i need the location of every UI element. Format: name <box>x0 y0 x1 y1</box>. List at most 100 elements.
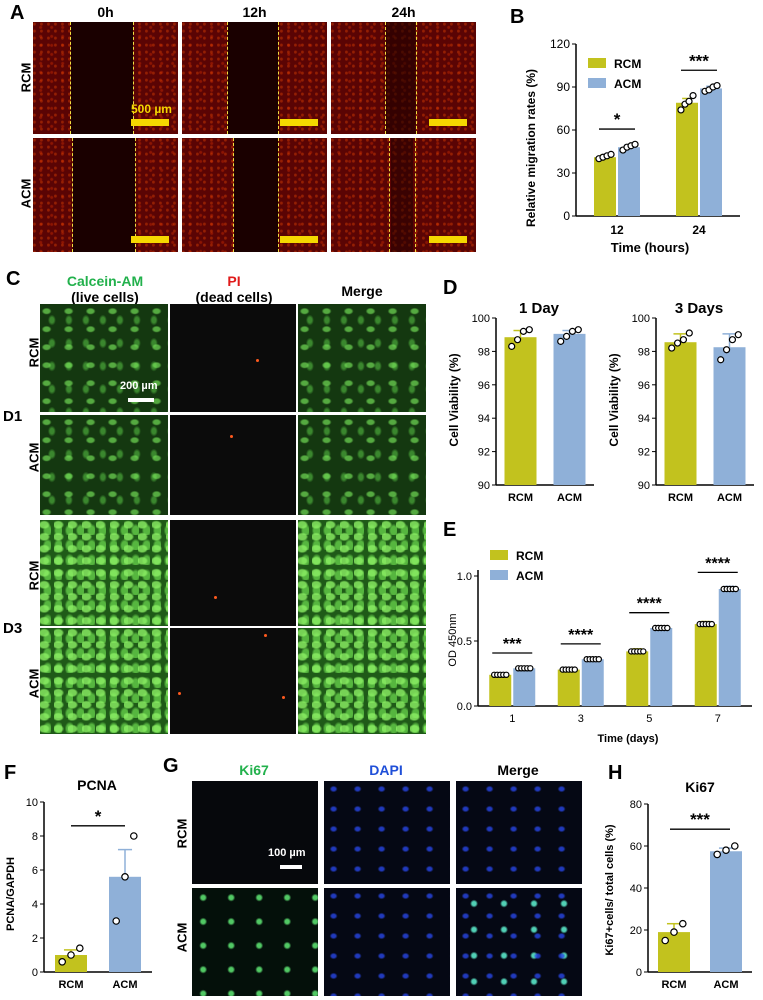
chart-b-y-tick-label: 120 <box>550 37 570 51</box>
chart-f-y-tick-label: 10 <box>26 797 38 809</box>
chart-b-bar <box>594 157 616 216</box>
chart-h-y-tick-label: 80 <box>630 799 642 811</box>
chart-e-bar <box>626 651 649 706</box>
chart-e-xlabel: Time (days) <box>598 733 659 745</box>
chart-d3-bar <box>664 342 697 485</box>
chart-f-data-point <box>121 873 129 881</box>
chart-d1-bar <box>504 337 537 485</box>
chart-h-title: Ki67 <box>685 780 715 795</box>
chart-d3-data-point <box>673 339 682 347</box>
chart-d3-y-tick-label: 94 <box>638 413 650 425</box>
chart-d1-data-point <box>519 327 528 335</box>
chart-e-x-tick-label: 3 <box>578 713 584 725</box>
chart-d3-y-tick-label: 98 <box>638 346 650 358</box>
chart-d1: 1 Day Cell Viability (%) 90 92 94 96 98 100 RC… <box>447 300 594 504</box>
chart-d1-bar <box>553 333 586 485</box>
chart-d1-ylabel: Cell Viability (%) <box>447 353 461 446</box>
chart-f-ylabel: PCNA/GAPDH <box>5 857 17 931</box>
chart-b-bar <box>700 88 722 216</box>
chart-f-x-tick-label: RCM <box>58 979 83 991</box>
chart-d1-data-point <box>562 332 571 340</box>
chart-h-y-tick-label: 0 <box>636 967 642 979</box>
chart-b-data-point <box>713 81 721 90</box>
chart-f-data-point <box>76 944 84 953</box>
panel-a-image-acm-12h <box>182 138 327 252</box>
chart-b-significance-label: * <box>614 110 621 129</box>
chart-h-ylabel: Ki67+cells/ total cells (%) <box>604 824 616 955</box>
chart-d3-title: 3 Days <box>675 300 723 317</box>
chart-d1-x-tick-label: ACM <box>557 492 582 504</box>
panel-g-image-merge-acm <box>456 888 582 996</box>
chart-f-data-point <box>67 951 75 959</box>
panel-g-row-rcm: RCM <box>174 818 190 849</box>
chart-f-data-point <box>130 832 138 840</box>
chart-b-y-tick-label: 60 <box>557 123 571 137</box>
panel-g-image-dapi-rcm <box>324 781 450 884</box>
panel-label-f: F <box>4 762 17 784</box>
chart-f-y-tick-label: 0 <box>32 967 38 979</box>
panel-c-header-pi: PI <box>227 273 241 289</box>
chart-h-data-point <box>670 928 678 936</box>
chart-f-bar <box>109 876 141 972</box>
chart-e-y-tick-label: 1.0 <box>457 571 472 583</box>
panel-g-scale-label: 100 µm <box>268 847 306 859</box>
panel-label-a: A <box>10 2 25 24</box>
chart-b-legend-swatch <box>588 78 606 88</box>
panel-a-image-rcm-24h <box>331 22 476 134</box>
scale-bar <box>280 236 318 243</box>
chart-e-data-point <box>527 665 534 672</box>
chart-d1-data-point <box>574 326 582 334</box>
chart-b-legend-label: RCM <box>614 57 641 71</box>
panel-c-image-calcein <box>40 415 168 515</box>
chart-d3-data-point <box>668 344 676 352</box>
chart-e-legend-swatch <box>490 550 508 560</box>
panel-c-group-d1: D1 <box>3 408 23 425</box>
panel-a-image-rcm-0h: 500 µm <box>33 22 178 134</box>
chart-f-title: PCNA <box>77 777 117 793</box>
panel-label-b: B <box>510 6 525 28</box>
chart-h-y-tick-label: 40 <box>630 883 642 895</box>
chart-d3-bar <box>713 347 746 485</box>
panel-a-image-acm-24h <box>331 138 476 252</box>
panel-g-header-merge: Merge <box>497 762 539 778</box>
chart-d3-y-tick-label: 90 <box>638 480 650 492</box>
chart-e-bar <box>694 624 717 706</box>
chart-f-x-tick-label: ACM <box>112 979 137 991</box>
chart-e-data-point <box>708 620 715 628</box>
chart-e-legend-label: ACM <box>516 569 543 583</box>
panel-g-row-acm: ACM <box>174 922 190 953</box>
panel-g-image-dapi-acm <box>324 888 450 996</box>
scale-bar <box>429 236 467 243</box>
chart-e-x-tick-label: 5 <box>646 713 652 725</box>
chart-b-y-tick-label: 90 <box>557 80 571 94</box>
chart-e-x-tick-label: 7 <box>715 713 721 725</box>
chart-d3-y-tick-label: 100 <box>632 313 650 325</box>
chart-e-bar <box>557 669 580 706</box>
chart-e-bar <box>513 668 536 706</box>
chart-e-data-point <box>640 648 647 655</box>
chart-d3-data-point <box>722 346 731 354</box>
chart-h-x-tick-label: ACM <box>713 979 738 991</box>
chart-d1-y-tick-label: 90 <box>478 480 490 492</box>
chart-d3-data-point <box>717 356 725 364</box>
chart-h-data-point <box>661 936 669 945</box>
chart-e-legend-swatch <box>490 570 508 580</box>
chart-b-data-point <box>685 97 693 105</box>
panel-c-image-merge <box>298 304 426 412</box>
chart-d3-y-tick-label: 92 <box>638 447 650 459</box>
chart-h-x-tick-label: RCM <box>661 979 686 991</box>
panel-a-scale-label: 500 µm <box>131 102 172 116</box>
chart-b-x-tick-label: 24 <box>692 223 706 237</box>
panel-a-row-rcm: RCM <box>18 62 34 93</box>
chart-h-y-tick-label: 20 <box>630 925 642 937</box>
panel-a-image-rcm-12h <box>182 22 327 134</box>
chart-d1-title: 1 Day <box>519 300 560 317</box>
panel-label-c: C <box>6 268 21 290</box>
chart-e-significance-label: *** <box>503 636 522 653</box>
chart-d3-x-tick-label: RCM <box>668 492 693 504</box>
chart-e-data-point <box>595 655 602 663</box>
panel-a-row-acm: ACM <box>18 178 34 209</box>
chart-b-data-point <box>689 91 697 100</box>
panel-c-image-pi <box>170 628 296 734</box>
chart-e-data-point <box>571 666 578 673</box>
